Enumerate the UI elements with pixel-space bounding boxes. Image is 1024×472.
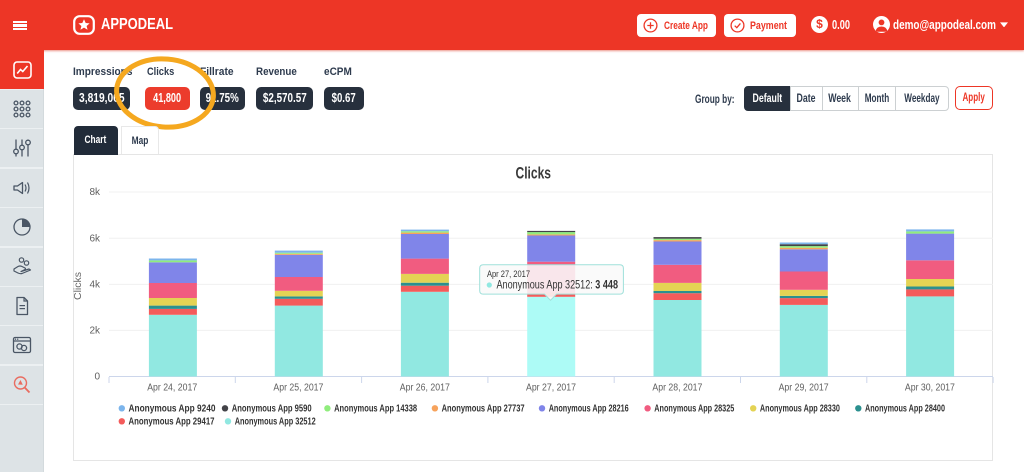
svg-text:Anonymous App 29417: Anonymous App 29417 [129,417,215,428]
svg-text:2k: 2k [89,326,101,337]
svg-text:Anonymous App 14338: Anonymous App 14338 [334,404,417,415]
svg-text:Apr 29, 2017: Apr 29, 2017 [779,383,829,394]
svg-text:Apr 25, 2017: Apr 25, 2017 [273,383,323,394]
svg-text:Apr 28, 2017: Apr 28, 2017 [652,383,702,394]
svg-text:Apr 30, 2017: Apr 30, 2017 [905,383,955,394]
svg-text:Anonymous App 27737: Anonymous App 27737 [442,404,525,415]
svg-text:Apr 24, 2017: Apr 24, 2017 [147,383,197,394]
svg-text:Anonymous App 28400: Anonymous App 28400 [865,404,945,415]
svg-text:Anonymous App 9240: Anonymous App 9240 [129,404,216,415]
svg-text:4k: 4k [89,280,101,291]
svg-text:Anonymous App 28325: Anonymous App 28325 [654,404,734,415]
svg-text:Anonymous App 28330: Anonymous App 28330 [760,404,840,415]
svg-text:6k: 6k [89,233,101,244]
svg-text:Anonymous App 32512: Anonymous App 32512 [235,417,316,428]
svg-text:Anonymous App 9590: Anonymous App 9590 [232,404,312,415]
svg-text:8k: 8k [89,187,101,198]
svg-text:Apr 27, 2017: Apr 27, 2017 [526,383,576,394]
svg-text:Apr 27, 2017: Apr 27, 2017 [487,269,530,280]
svg-text:0: 0 [94,372,100,383]
svg-text:Anonymous App 28216: Anonymous App 28216 [549,404,629,415]
svg-text:Clicks: Clicks [516,164,552,183]
svg-text:Anonymous App 32512: 3 448: Anonymous App 32512: 3 448 [497,280,619,292]
svg-text:Apr 26, 2017: Apr 26, 2017 [400,383,450,394]
svg-text:Clicks: Clicks [72,272,84,300]
